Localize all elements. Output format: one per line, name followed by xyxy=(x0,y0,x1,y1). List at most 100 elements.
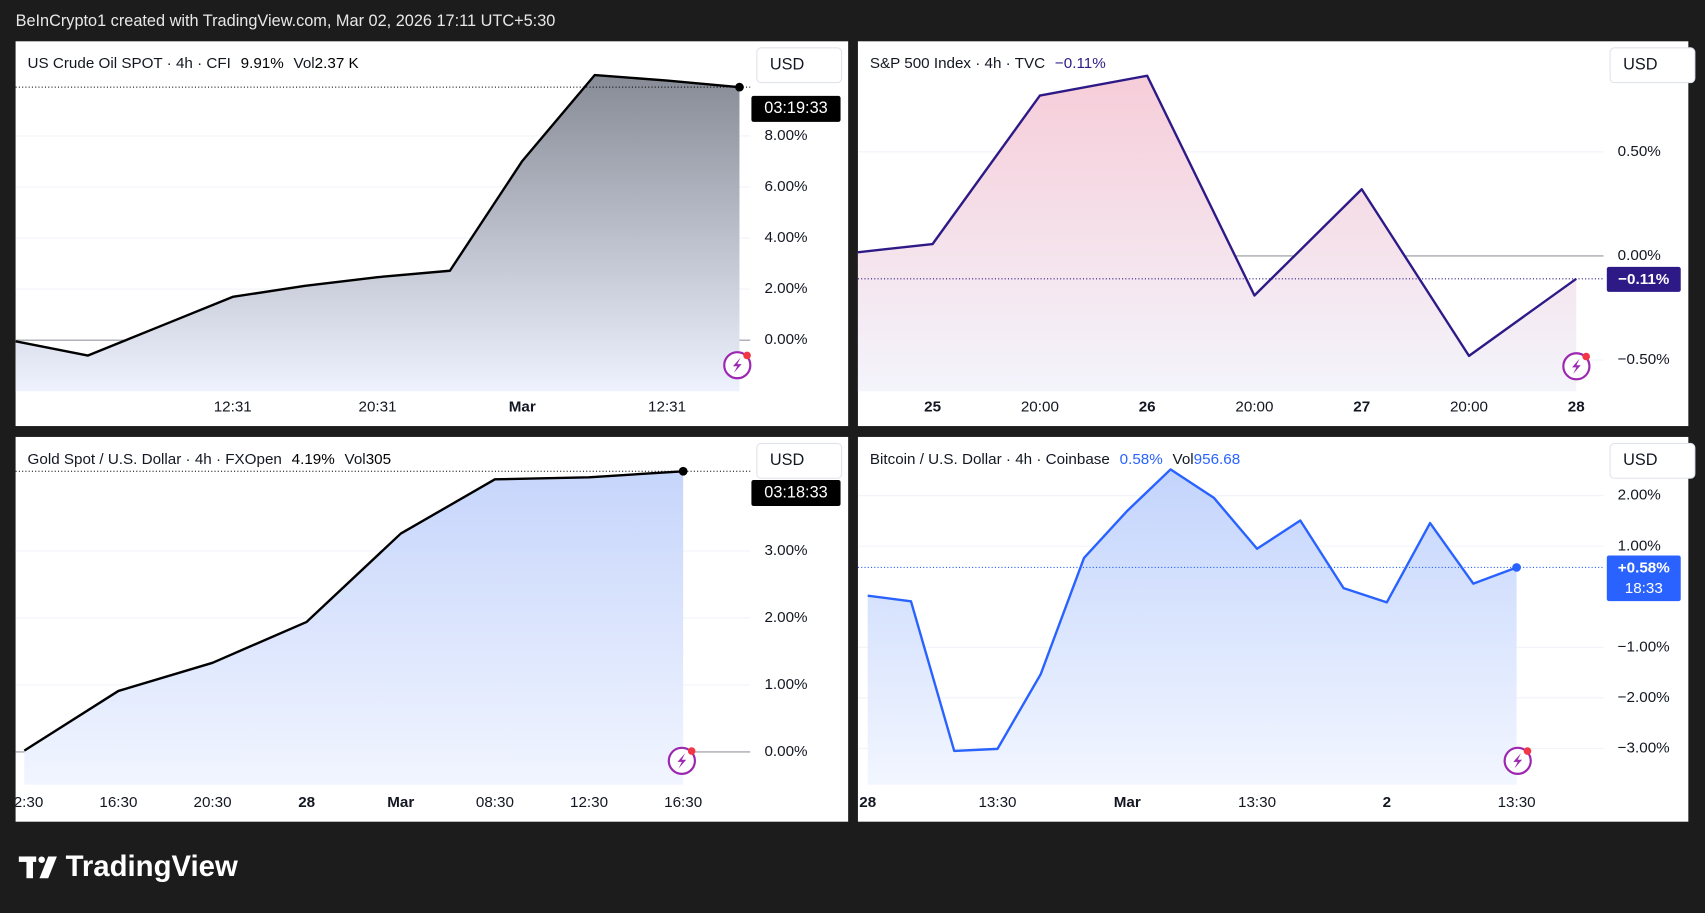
chart-pane: 12:31 20:31 Mar 12:31 0.00% 2.00% 4.00% 6.00% 8.… xyxy=(15,41,849,427)
price-tag-label: −0.11% xyxy=(1618,271,1670,288)
x-tick-label: 20:00 xyxy=(1021,399,1059,416)
last-point xyxy=(1512,563,1521,572)
logo-shape xyxy=(26,856,33,879)
volume-label: Vol xyxy=(1173,451,1194,468)
plot-area: 12:31 20:31 Mar 12:31 xyxy=(15,73,751,416)
x-tick-label: 12:30 xyxy=(570,794,608,811)
y-tick-label: −3.00% xyxy=(1618,739,1670,756)
symbol-title: US Crude Oil SPOT · 4h · CFI xyxy=(28,55,231,72)
x-tick-label: 28 xyxy=(298,794,315,811)
line xyxy=(867,468,1518,753)
alert-icon xyxy=(667,746,696,775)
logo-mark xyxy=(18,856,57,879)
y-tick-label: −0.50% xyxy=(1618,351,1670,368)
area xyxy=(857,75,1577,392)
countdown-tag xyxy=(751,95,841,122)
icon-dot xyxy=(1523,747,1532,755)
icon-bolt xyxy=(677,753,687,769)
price-tag xyxy=(1606,266,1681,292)
change: 0.58% xyxy=(1120,451,1163,468)
last-point xyxy=(678,466,688,476)
chart-pane: 12:30 16:30 20:30 28 Mar 08:30 12:30 16:30 0.00%… xyxy=(15,436,849,822)
currency-label: USD xyxy=(1623,451,1657,469)
countdown: 03:19:33 xyxy=(764,99,827,117)
legend-header: Bitcoin / U.S. Dollar · 4h · Coinbase 0.5… xyxy=(870,451,1240,468)
x-tick-label: Mar xyxy=(387,794,414,811)
symbol-title: Gold Spot / U.S. Dollar · 4h · FXOpen xyxy=(28,451,282,468)
logo-shape xyxy=(38,856,45,864)
countdown: 18:33 xyxy=(1625,580,1663,597)
currency-label: USD xyxy=(1623,56,1657,74)
line xyxy=(15,73,740,357)
currency-label: USD xyxy=(770,56,804,74)
credit: BeInCrypto1 created with TradingView.com… xyxy=(16,12,556,30)
x-tick-label: 2 xyxy=(1383,794,1391,811)
y-tick-label: 2.00% xyxy=(764,280,807,297)
change: −0.11% xyxy=(1055,55,1106,72)
volume: 305 xyxy=(366,451,391,468)
x-tick-label: 20:00 xyxy=(1450,399,1488,416)
currency-button xyxy=(1609,47,1696,84)
volume-label: Vol xyxy=(294,55,315,72)
price-tag xyxy=(1606,555,1681,602)
chart-pane: 28 13:30 Mar 13:30 2 13:30 −3.00% −2.00% −1.00% 1… xyxy=(857,436,1696,822)
y-tick-label: 2.00% xyxy=(1618,487,1661,504)
chart-pane: 25 20:00 26 20:00 27 20:00 28 −0.50% 0.00% 0.50% S… xyxy=(857,41,1696,427)
y-tick-label: −2.00% xyxy=(1618,689,1670,706)
alert-icon xyxy=(723,351,752,380)
icon-dot xyxy=(743,351,751,360)
y-tick-label: 0.00% xyxy=(764,743,807,760)
x-tick-label: 28 xyxy=(859,794,876,811)
y-tick-label: 1.00% xyxy=(1618,537,1661,554)
y-tick-label: 1.00% xyxy=(764,676,807,693)
countdown: 03:18:33 xyxy=(764,483,827,501)
y-tick-label: 0.50% xyxy=(1618,143,1661,160)
icon-bolt xyxy=(732,357,742,373)
x-tick-label: Mar xyxy=(1114,794,1141,811)
x-tick-label: 20:00 xyxy=(1235,399,1273,416)
y-tick-label: 3.00% xyxy=(764,542,807,559)
y-tick-label: 2.00% xyxy=(764,609,807,626)
line xyxy=(23,470,684,752)
volume: 2.37 K xyxy=(315,55,359,72)
y-tick-label: −1.00% xyxy=(1618,638,1670,655)
change: 9.91% xyxy=(241,55,284,72)
icon-bolt xyxy=(1513,753,1523,769)
icon-dot xyxy=(687,747,696,755)
line xyxy=(857,74,1577,358)
x-tick-label: 12:31 xyxy=(648,399,686,416)
legend-header: S&P 500 Index · 4h · TVC −0.11% xyxy=(870,55,1106,72)
x-tick-label: 25 xyxy=(924,399,941,416)
x-tick-label: 13:30 xyxy=(1238,794,1276,811)
legend-header: Gold Spot / U.S. Dollar · 4h · FXOpen 4.1… xyxy=(28,451,392,468)
x-tick-label: 16:30 xyxy=(99,794,137,811)
alert-icon xyxy=(1503,746,1532,775)
currency-label: USD xyxy=(770,451,804,469)
symbol-title: S&P 500 Index · 4h · TVC xyxy=(870,55,1045,72)
x-tick-label: 08:30 xyxy=(476,794,514,811)
y-tick-label: 0.00% xyxy=(1618,247,1661,264)
icon-bolt xyxy=(1572,358,1581,374)
currency-button xyxy=(756,47,843,84)
legend-header: US Crude Oil SPOT · 4h · CFI 9.91% Vol2.37… xyxy=(28,55,359,72)
x-tick-label: 20:31 xyxy=(358,399,396,416)
plot-area: 28 13:30 Mar 13:30 2 13:30 xyxy=(857,468,1604,811)
area xyxy=(24,471,684,785)
x-tick-label: 13:30 xyxy=(1498,794,1536,811)
volume: 956.68 xyxy=(1194,451,1241,468)
logo: TradingView xyxy=(66,850,238,883)
currency-button xyxy=(1609,442,1696,479)
change: 4.19% xyxy=(292,451,335,468)
price-tag-label: +0.58% xyxy=(1618,560,1670,577)
y-tick-label: 6.00% xyxy=(764,178,807,195)
alert-icon xyxy=(1562,352,1591,381)
x-tick-label: 26 xyxy=(1139,399,1156,416)
y-tick-label: 4.00% xyxy=(764,229,807,246)
area xyxy=(867,469,1517,785)
x-tick-label: 13:30 xyxy=(978,794,1016,811)
x-tick-label: 28 xyxy=(1568,399,1585,416)
countdown-tag xyxy=(751,479,841,507)
currency-button xyxy=(756,442,843,479)
